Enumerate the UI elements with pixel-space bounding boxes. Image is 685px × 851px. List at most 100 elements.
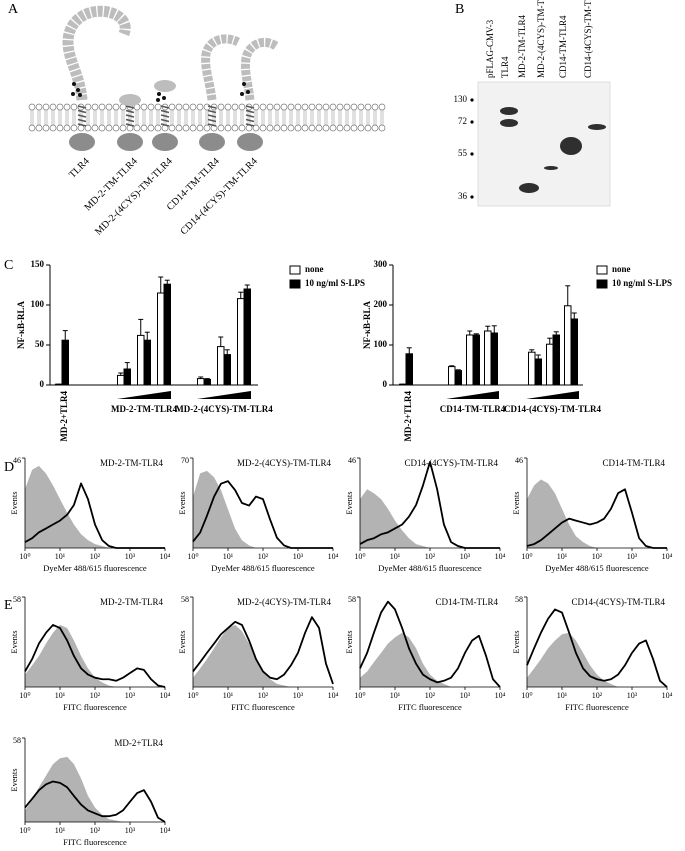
x-tick-label: 10⁰ (521, 691, 532, 700)
lipid-head (35, 103, 43, 111)
lipid-head (301, 124, 309, 132)
sample-histogram (24, 780, 166, 823)
tm-helix (160, 105, 170, 109)
control-histogram (360, 489, 500, 548)
tir-domain (152, 133, 178, 151)
y-axis-label: Events (177, 630, 187, 653)
x-tick-label: 10² (90, 552, 101, 561)
lipid-head (308, 103, 316, 111)
lipid-head (189, 103, 197, 111)
construct-label: TLR4 (67, 156, 92, 181)
lipid-head (154, 103, 162, 111)
tir-domain (199, 133, 225, 151)
band (500, 119, 518, 127)
x-tick-label: 10³ (460, 691, 471, 700)
lipid-head (371, 124, 379, 132)
lipid-head (175, 124, 183, 132)
bar (472, 334, 480, 386)
y-tick-label: 50 (35, 339, 45, 349)
lipid-head (217, 124, 225, 132)
x-tick-label: MD-2+TLR4 (403, 391, 413, 442)
y-tick-label: 46 (515, 456, 523, 465)
lipid-head (343, 124, 351, 132)
group-label: MD-2-TM-TLR4 (111, 404, 177, 414)
cysteine-dot (242, 82, 246, 86)
lipid-head (378, 103, 386, 111)
lane-label: MD-2-TM-TLR4 (517, 15, 527, 78)
tm-helix (125, 109, 135, 114)
control-histogram (25, 756, 165, 822)
marker-label: 130 (454, 94, 468, 104)
lipid-head (224, 124, 232, 132)
y-tick-label: 46 (348, 456, 356, 465)
x-tick-label: 10² (258, 691, 269, 700)
plot-title: CD14-(4CYS)-TM-TLR4 (572, 597, 666, 607)
panel-letter: E (4, 598, 13, 613)
x-tick-label: 10⁰ (187, 691, 198, 700)
lipid-head (350, 103, 358, 111)
lane-label: TLR4 (500, 56, 510, 78)
lipid-head (287, 103, 295, 111)
lipid-head (112, 124, 120, 132)
x-tick-label: 10² (258, 552, 269, 561)
lipid-head (364, 124, 372, 132)
lipid-head (252, 124, 260, 132)
bar (546, 343, 554, 386)
tm-helix (160, 114, 170, 118)
md2-domain (154, 80, 176, 92)
cysteine-dot (240, 92, 244, 96)
lipid-head (329, 103, 337, 111)
bar (137, 334, 145, 386)
dose-wedge (117, 391, 171, 399)
lipid-head (105, 103, 113, 111)
lipid-head (322, 124, 330, 132)
band (588, 124, 606, 130)
x-tick-label: 10¹ (557, 552, 568, 561)
dose-wedge (197, 391, 251, 399)
band (500, 107, 518, 115)
x-tick-label: 10⁰ (354, 552, 365, 561)
panel-letter: C (4, 258, 13, 273)
legend-swatch (289, 265, 301, 275)
lipid-head (252, 103, 260, 111)
sample-histogram (526, 608, 668, 688)
lipid-head (357, 124, 365, 132)
lipid-head (378, 124, 386, 132)
plot-title: MD-2-(4CYS)-TM-TLR4 (237, 458, 331, 468)
marker-tick (470, 195, 474, 199)
lipid-head (336, 124, 344, 132)
legend-swatch (596, 279, 608, 289)
lipid-head (175, 103, 183, 111)
x-axis-label: FITC fluorescence (398, 702, 462, 712)
x-tick-label: 10⁴ (495, 691, 506, 700)
lipid-head (350, 124, 358, 132)
bar (570, 318, 578, 386)
x-tick-label: 10³ (627, 691, 638, 700)
lipid-head (140, 124, 148, 132)
cysteine-dot (162, 96, 166, 100)
x-tick-label: 10⁴ (160, 826, 171, 835)
lipid-head (168, 103, 176, 111)
tir-domain (237, 133, 263, 151)
tm-helix (160, 118, 170, 123)
lipid-head (63, 124, 71, 132)
y-tick-label: 100 (374, 339, 388, 349)
cysteine-dot (76, 88, 80, 92)
lipid-head (98, 124, 106, 132)
group-label: MD-2-(4CYS)-TM-TLR4 (175, 404, 273, 414)
x-axis-label: FITC fluorescence (63, 702, 127, 712)
tm-helix (125, 118, 135, 123)
control-histogram (25, 624, 165, 687)
y-axis-label: NF-κB-RLA (362, 301, 372, 349)
lipid-head (357, 103, 365, 111)
tm-helix (77, 118, 87, 123)
bar (528, 351, 536, 386)
tm-helix (207, 105, 217, 109)
lipid-head (91, 124, 99, 132)
y-tick-label: 200 (374, 299, 388, 309)
ectodomain (201, 34, 241, 101)
lipid-head (147, 103, 155, 111)
lipid-head (70, 103, 78, 111)
y-axis-label: Events (344, 491, 354, 514)
